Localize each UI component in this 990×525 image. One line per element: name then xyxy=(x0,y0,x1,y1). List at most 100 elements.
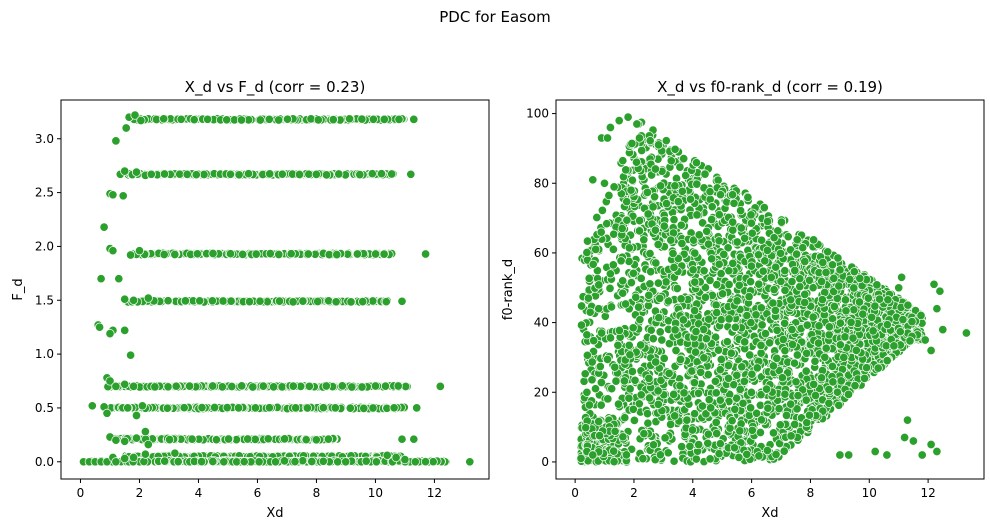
scatter-point xyxy=(334,169,344,179)
scatter-point xyxy=(143,439,153,450)
scatter-point xyxy=(331,297,341,307)
scatter-point xyxy=(139,456,149,467)
scatter-point xyxy=(304,169,314,179)
scatter-point xyxy=(620,413,630,423)
scatter-point xyxy=(270,457,281,467)
scatter-point xyxy=(732,370,742,380)
scatter-point xyxy=(391,452,401,463)
scatter-point xyxy=(191,170,201,180)
scatter-point xyxy=(105,329,115,339)
scatter-point xyxy=(359,403,369,413)
scatter-point xyxy=(255,296,265,306)
scatter-point xyxy=(401,381,411,392)
scatter-point xyxy=(140,449,150,459)
scatter-point xyxy=(357,114,367,124)
scatter-point xyxy=(381,297,391,307)
scatter-point xyxy=(187,434,197,444)
scatter-point xyxy=(222,115,232,125)
scatter-point xyxy=(607,384,617,394)
scatter-point xyxy=(207,296,217,306)
scatter-point xyxy=(669,456,679,466)
scatter-point xyxy=(294,169,305,180)
scatter-point xyxy=(288,297,298,307)
scatter-point xyxy=(379,249,389,259)
scatter-point xyxy=(324,296,334,306)
scatter-point xyxy=(410,457,420,467)
scatter-point xyxy=(244,297,255,307)
y-tick-label: 3.0 xyxy=(35,132,54,146)
x-tick-label: 6 xyxy=(254,486,262,500)
scatter-point xyxy=(677,238,687,249)
scatter-point xyxy=(265,169,275,179)
scatter-point xyxy=(368,296,378,306)
scatter-point xyxy=(637,145,647,156)
scatter-point xyxy=(669,215,679,225)
scatter-point xyxy=(274,115,284,125)
scatter-point xyxy=(387,169,397,179)
scatter-point xyxy=(592,212,602,223)
scatter-point xyxy=(131,433,142,443)
scatter-point xyxy=(87,401,97,411)
scatter-point xyxy=(159,249,169,260)
scatter-point xyxy=(323,434,333,444)
scatter-point xyxy=(120,453,130,464)
scatter-point xyxy=(347,382,357,392)
scatter-point xyxy=(368,114,378,124)
scatter-point xyxy=(236,115,247,125)
scatter-point xyxy=(171,381,181,391)
scatter-point xyxy=(776,217,787,227)
scatter-point xyxy=(120,436,130,446)
scatter-point xyxy=(274,249,284,260)
scatter-point xyxy=(180,296,190,306)
scatter-point xyxy=(321,170,332,180)
scatter-point xyxy=(636,273,646,283)
scatter-point xyxy=(277,169,287,179)
scatter-point xyxy=(345,403,355,413)
scatter-point xyxy=(618,156,628,166)
scatter-point xyxy=(397,296,407,306)
scatter-point xyxy=(185,381,195,391)
scatter-point xyxy=(358,297,368,307)
scatter-point xyxy=(587,375,597,385)
scatter-point xyxy=(291,403,301,413)
scatter-point xyxy=(602,219,612,229)
scatter-point xyxy=(318,403,328,413)
scatter-point xyxy=(769,233,779,243)
scatter-point xyxy=(594,280,604,290)
scatter-point xyxy=(663,448,673,458)
scatter-point xyxy=(318,456,328,466)
scatter-point xyxy=(692,210,702,220)
scatter-point xyxy=(160,456,170,466)
scatter-point xyxy=(352,249,362,259)
scatter-point xyxy=(163,296,173,306)
scatter-point xyxy=(409,114,419,124)
scatter-point xyxy=(286,249,296,259)
scatter-point xyxy=(596,400,606,410)
x-tick-label: 12 xyxy=(427,486,442,500)
scatter-point xyxy=(254,457,264,467)
scatter-point xyxy=(344,114,355,124)
scatter-point xyxy=(227,381,237,392)
scatter-point xyxy=(672,283,682,294)
scatter-point xyxy=(170,249,180,260)
scatter-point xyxy=(218,296,228,306)
scatter-point xyxy=(783,232,793,242)
scatter-point xyxy=(420,457,431,467)
scatter-point xyxy=(428,457,438,467)
scatter-point xyxy=(603,394,613,404)
scatter-point xyxy=(179,403,189,413)
scatter-point xyxy=(670,181,680,191)
scatter-point xyxy=(301,435,311,445)
scatter-point xyxy=(143,293,153,303)
scatter-point xyxy=(707,214,717,225)
scatter-point xyxy=(121,123,131,133)
x-tick-label: 0 xyxy=(77,486,85,500)
scatter-point xyxy=(159,114,169,124)
scatter-point xyxy=(290,457,300,467)
scatter-point xyxy=(367,169,377,179)
scatter-point xyxy=(746,210,756,220)
scatter-point xyxy=(760,329,771,339)
scatter-point xyxy=(584,273,594,283)
